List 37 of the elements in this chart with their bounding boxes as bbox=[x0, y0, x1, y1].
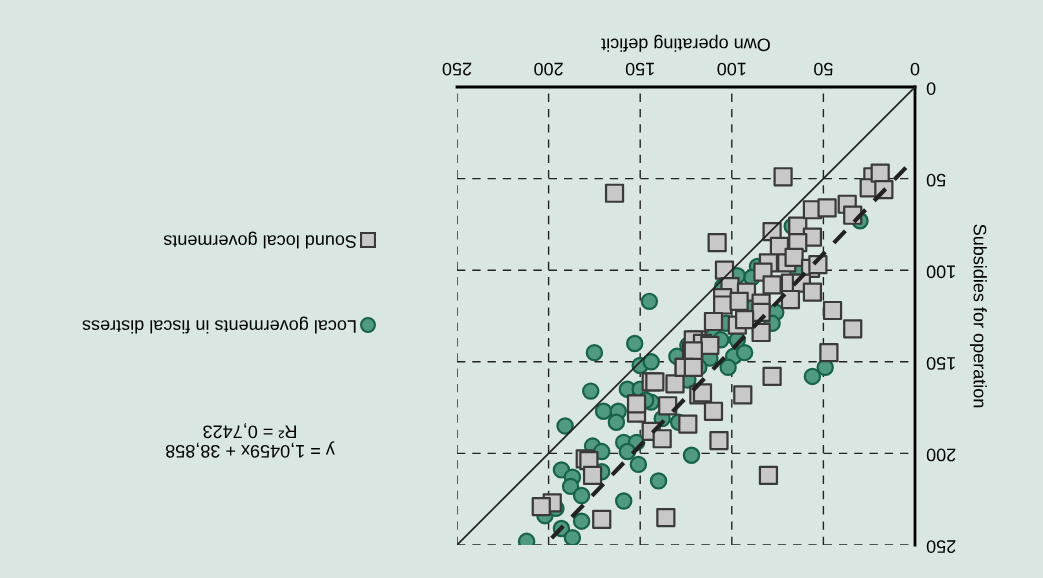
y-tick-label: 200 bbox=[926, 448, 956, 462]
point bbox=[607, 413, 626, 431]
point bbox=[618, 442, 637, 461]
legend-label: Sound local goverments bbox=[163, 231, 357, 249]
point bbox=[640, 292, 659, 311]
point bbox=[649, 472, 668, 490]
point bbox=[625, 334, 644, 353]
point bbox=[582, 382, 600, 400]
point bbox=[563, 528, 582, 545]
point bbox=[594, 402, 613, 420]
x-tick-label: 150 bbox=[625, 62, 654, 76]
point bbox=[682, 446, 701, 464]
y-tick-label: 100 bbox=[926, 265, 955, 279]
point bbox=[572, 512, 591, 530]
point bbox=[642, 353, 660, 371]
point bbox=[803, 367, 822, 386]
x-tick-label: 50 bbox=[814, 62, 833, 76]
x-tick-label: 0 bbox=[910, 62, 920, 76]
y-tick-label: 150 bbox=[926, 356, 955, 370]
point bbox=[735, 343, 754, 362]
y-tick-label: 50 bbox=[926, 173, 946, 187]
x-tick-label: 200 bbox=[534, 62, 563, 76]
y-tick-label: 0 bbox=[926, 82, 936, 95]
point bbox=[561, 477, 580, 496]
x-tick-label: 100 bbox=[717, 62, 746, 76]
point bbox=[629, 455, 648, 474]
y-axis-title: Subsidies for operation bbox=[969, 224, 987, 408]
y-tick-label: 250 bbox=[926, 540, 956, 553]
point bbox=[615, 492, 633, 510]
point bbox=[719, 358, 737, 377]
point bbox=[556, 417, 574, 435]
x-tick-label: 250 bbox=[442, 62, 472, 76]
legend-label: Local goverments in fiscal distress bbox=[82, 316, 356, 334]
x-axis-title: Own operating deficit bbox=[601, 34, 770, 52]
text: y = 1,0459x + 38,858 R² = 0,7423 bbox=[165, 423, 335, 458]
point bbox=[585, 343, 604, 362]
point bbox=[572, 486, 591, 505]
